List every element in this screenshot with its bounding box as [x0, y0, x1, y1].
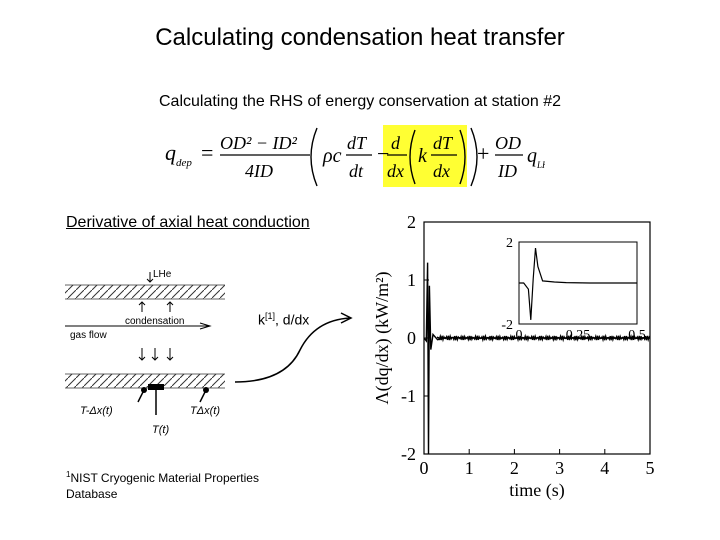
x-tick-label: 0 — [420, 458, 429, 478]
t-minus-label: T-Δx(t) — [80, 405, 113, 417]
energy-equation: q dep = OD² − ID² 4ID ρc dT dt − d dx k … — [165, 125, 545, 187]
inset-y-tick-label: 2 — [506, 236, 513, 251]
x-tick-label: 1 — [465, 458, 474, 478]
svg-text:−: − — [377, 141, 389, 166]
eq-lhs-sub: dep — [176, 157, 192, 169]
equation-highlight — [383, 125, 467, 187]
eq-frac1-den: 4ID — [245, 161, 273, 181]
inset-x-tick-label: 0.5 — [628, 328, 646, 343]
series-noise — [436, 333, 651, 343]
eq-dT: dT — [347, 133, 368, 153]
eq-frac1-num: OD² − ID² — [220, 133, 298, 153]
eq-od: OD — [495, 133, 521, 153]
eq-k: k — [418, 145, 428, 167]
t-plus-label: TΔx(t) — [190, 405, 220, 417]
eq-dt: dt — [349, 161, 364, 181]
y-tick-label: -2 — [401, 444, 416, 464]
svg-text:=: = — [201, 140, 213, 165]
inset-series-line — [519, 248, 637, 320]
conduction-plot: 0 1 2 3 4 5 2 1 0 -1 -2 time (s) Λ(dq/dx) (kW/m²) 0 0.… — [372, 212, 655, 501]
svg-text:+: + — [477, 141, 489, 166]
eq-dx: dx — [387, 161, 404, 181]
k-reference-label: k[1], d/dx — [258, 311, 310, 328]
eq-dT2: dT — [433, 133, 454, 153]
lower-wall — [65, 374, 225, 388]
x-tick-label: 3 — [555, 458, 564, 478]
inset-y-tick-label: -2 — [501, 318, 513, 333]
y-tick-label: 0 — [407, 328, 416, 348]
y-tick-label: 2 — [407, 212, 416, 232]
x-tick-label: 4 — [600, 458, 609, 478]
eq-q2-sub: LHe — [536, 160, 545, 170]
derivative-heading: Derivative of axial heat conduction — [66, 214, 310, 231]
eq-lhs: q — [165, 140, 176, 165]
x-axis-label: time (s) — [509, 480, 565, 501]
y-tick-label: 1 — [407, 270, 416, 290]
center-sensor — [148, 384, 164, 390]
slide-title: Calculating condensation heat transfer — [155, 24, 565, 51]
eq-rho-c: ρc — [322, 145, 342, 167]
x-tick-label: 2 — [510, 458, 519, 478]
x-tick-label: 5 — [646, 458, 655, 478]
eq-q2: q — [527, 145, 537, 167]
y-axis-label: Λ(dq/dx) (kW/m²) — [372, 272, 393, 405]
inset-x-tick-label: 0.25 — [566, 328, 591, 343]
slide-subtitle: Calculating the RHS of energy conservati… — [158, 93, 561, 110]
footnote: 1NIST Cryogenic Material Properties Data… — [66, 470, 259, 501]
t-center-label: T(t) — [152, 424, 169, 436]
condensation-schematic: LHe condensation gas flow T-Δx(t) T(t) T… — [65, 269, 225, 436]
eq-id: ID — [497, 161, 517, 181]
eq-d: d — [391, 133, 401, 153]
eq-dx2: dx — [433, 161, 450, 181]
lhe-label: LHe — [153, 269, 172, 280]
condensation-label: condensation — [125, 316, 185, 327]
gas-flow-label: gas flow — [70, 330, 107, 341]
upper-wall — [65, 285, 225, 299]
inset-x-tick-label: 0 — [516, 328, 523, 343]
connector-arrow — [234, 312, 353, 383]
y-tick-label: -1 — [401, 386, 416, 406]
